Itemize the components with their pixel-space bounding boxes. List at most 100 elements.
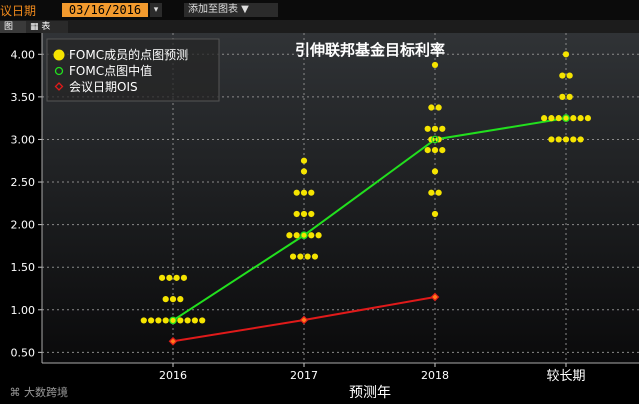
- tab-chart[interactable]: 图: [0, 21, 28, 33]
- dot-marker: [559, 93, 566, 100]
- median-marker: [562, 114, 570, 123]
- dot-marker: [199, 317, 206, 324]
- x-tick-label: 2017: [290, 369, 318, 382]
- dot-marker: [308, 189, 315, 196]
- dot-marker: [435, 189, 442, 196]
- x-axis: 2016 2017 2018 较长期: [42, 362, 639, 384]
- dot-marker: [184, 317, 191, 324]
- tab-table-label: 表: [41, 22, 51, 32]
- y-tick-label: 1.00: [11, 304, 36, 317]
- dot-marker: [300, 210, 308, 218]
- y-axis: 4.00 3.50 3.00 2.50 2.00 1.50 1.00 0.50: [11, 33, 43, 363]
- watermark-text: 大数跨境: [24, 386, 68, 399]
- dot-marker: [541, 115, 548, 122]
- dot-marker: [293, 232, 300, 239]
- legend-box: [46, 38, 220, 102]
- dot-marker: [435, 104, 442, 111]
- dot-marker: [548, 136, 555, 143]
- x-tick-label: 较长期: [546, 369, 585, 384]
- y-tick-label: 3.50: [11, 91, 36, 104]
- dot-marker: [428, 104, 435, 111]
- dot-marker: [439, 125, 446, 132]
- dot-marker: [424, 125, 431, 132]
- view-tabs: 图 ▦ 表: [0, 20, 639, 33]
- series-markers: [168, 114, 570, 346]
- median-marker: [431, 135, 439, 144]
- dot-marker: [431, 210, 439, 218]
- legend-label-median: FOMC点图中值: [69, 63, 152, 78]
- x-axis-title: 预测年: [349, 385, 391, 401]
- dot-marker: [424, 146, 431, 154]
- table-icon: ▦: [30, 22, 39, 32]
- ois-marker: [168, 336, 178, 346]
- tab-chart-label: 图: [4, 22, 14, 32]
- dot-marker: [308, 210, 315, 218]
- date-input[interactable]: 03/16/2016: [62, 3, 148, 17]
- dot-marker: [177, 296, 184, 303]
- chevron-down-icon[interactable]: ▾: [150, 3, 162, 17]
- dot-marker: [300, 232, 308, 239]
- add-to-chart-label: 添加至图表 ▼: [188, 4, 249, 15]
- dot-marker: [289, 253, 297, 260]
- dot-marker: [180, 274, 188, 281]
- dot-marker: [577, 115, 584, 122]
- logo-icon: ⌘: [9, 386, 21, 399]
- dot-marker: [304, 253, 311, 260]
- dot-marker: [308, 232, 315, 239]
- dot-marker: [562, 51, 570, 58]
- dot-marker: [169, 296, 177, 303]
- dot-marker: [431, 61, 439, 69]
- y-tick-label: 2.00: [11, 219, 36, 232]
- ois-marker: [430, 292, 440, 302]
- y-tick-label: 2.50: [11, 176, 36, 189]
- dot-marker: [169, 317, 177, 324]
- dot-marker: [140, 317, 147, 324]
- dot-marker: [300, 168, 308, 175]
- dot-marker: [570, 136, 577, 143]
- median-marker: [300, 231, 308, 240]
- dot-marker: [315, 232, 322, 239]
- dot-marker: [173, 274, 180, 281]
- dot-marker: [286, 232, 293, 239]
- dot-marker: [431, 168, 439, 175]
- toolbar: 议日期 03/16/2016 ▾ 添加至图表 ▼: [0, 0, 639, 20]
- dot-marker: [162, 317, 169, 324]
- dot-marker: [300, 189, 308, 196]
- tab-table[interactable]: ▦ 表: [26, 21, 68, 33]
- legend-ois-marker: [54, 82, 64, 91]
- dot-marker: [300, 157, 308, 164]
- dot-marker: [162, 296, 169, 303]
- chart-title: 引伸联邦基金目标利率: [295, 41, 445, 59]
- dot-marker: [293, 189, 300, 196]
- dot-marker: [555, 115, 562, 122]
- legend-label-dots: FOMC成员的点图预测: [69, 47, 188, 62]
- y-tick-label: 0.50: [11, 346, 36, 359]
- dot-marker: [311, 253, 319, 260]
- dot-marker: [570, 115, 577, 122]
- y-tick-label: 1.50: [11, 261, 36, 274]
- dot-marker: [562, 115, 570, 122]
- y-tick-label: 3.00: [11, 133, 36, 146]
- dot-marker: [158, 274, 166, 281]
- dot-marker: [584, 115, 592, 122]
- dot-marker: [191, 317, 198, 324]
- dot-marker: [297, 253, 304, 260]
- ois-marker: [299, 315, 309, 325]
- dot-marker: [166, 274, 173, 281]
- legend-median-marker: [54, 66, 64, 76]
- legend: FOMC成员的点图预测 FOMC点图中值 会议日期OIS: [46, 38, 220, 102]
- y-tick-label: 4.00: [11, 48, 36, 61]
- add-to-chart-button[interactable]: 添加至图表 ▼: [184, 3, 278, 17]
- dot-marker: [559, 72, 566, 79]
- dot-marker: [555, 136, 562, 143]
- dot-marker: [148, 317, 155, 324]
- x-tick-label: 2018: [421, 369, 449, 382]
- meeting-date-label: 议日期: [0, 4, 37, 18]
- dot-marker: [577, 136, 584, 143]
- legend-label-ois: 会议日期OIS: [69, 80, 138, 94]
- dot-marker: [428, 189, 435, 196]
- chart: 4.003.503.002.502.001.501.000.50 2016 201…: [0, 33, 639, 404]
- dot-marker: [431, 146, 439, 154]
- watermark: ⌘ 大数跨境: [6, 384, 69, 400]
- legend-dot-marker: [53, 49, 65, 61]
